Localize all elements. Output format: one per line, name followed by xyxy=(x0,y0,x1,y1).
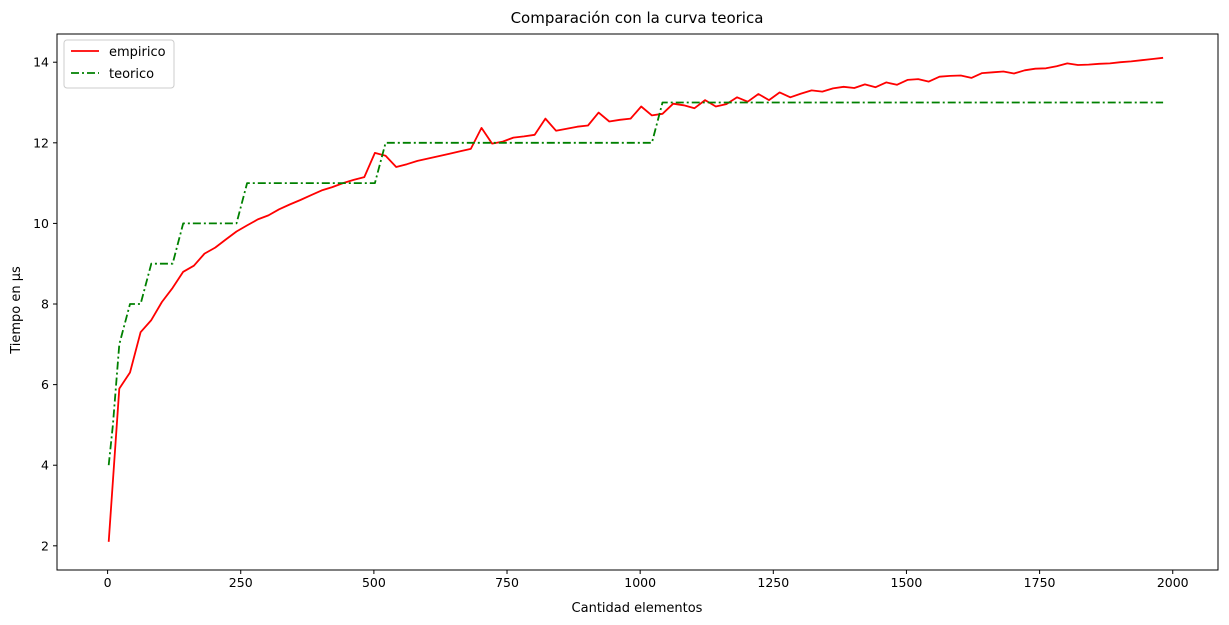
x-tick-label: 2000 xyxy=(1157,575,1189,590)
legend-box xyxy=(63,39,175,89)
x-tick-label: 1500 xyxy=(891,575,923,590)
y-axis: 2 4 6 8 10 12 14 xyxy=(33,55,57,553)
legend-label-teorico: teorico xyxy=(109,67,154,82)
y-tick-label: 2 xyxy=(41,538,49,553)
x-axis: 0 250 500 750 1000 1250 1500 1750 2000 xyxy=(104,570,1189,590)
x-tick-label: 250 xyxy=(229,575,253,590)
series-line-teorico xyxy=(107,101,1164,466)
x-axis-label: Cantidad elementos xyxy=(572,601,703,616)
y-tick-label: 8 xyxy=(41,297,49,312)
x-tick-label: 0 xyxy=(104,575,112,590)
y-tick-label: 6 xyxy=(41,377,49,392)
x-tick-label: 1000 xyxy=(624,575,656,590)
y-tick-label: 10 xyxy=(33,216,49,231)
series-line-empirico xyxy=(107,56,1164,542)
y-axis-label: Tiempo en µs xyxy=(9,266,24,355)
legend: empirico teorico xyxy=(63,39,175,89)
y-tick-label: 4 xyxy=(41,458,49,473)
x-tick-label: 1250 xyxy=(757,575,789,590)
chart-title: Comparación con la curva teorica xyxy=(511,9,764,27)
y-tick-label: 12 xyxy=(33,135,49,150)
plot-area xyxy=(107,56,1164,542)
y-tick-label: 14 xyxy=(33,55,49,70)
x-tick-label: 1750 xyxy=(1024,575,1056,590)
x-tick-label: 750 xyxy=(495,575,519,590)
legend-label-empirico: empirico xyxy=(109,45,166,60)
x-tick-label: 500 xyxy=(362,575,386,590)
plot-frame xyxy=(56,33,1219,571)
